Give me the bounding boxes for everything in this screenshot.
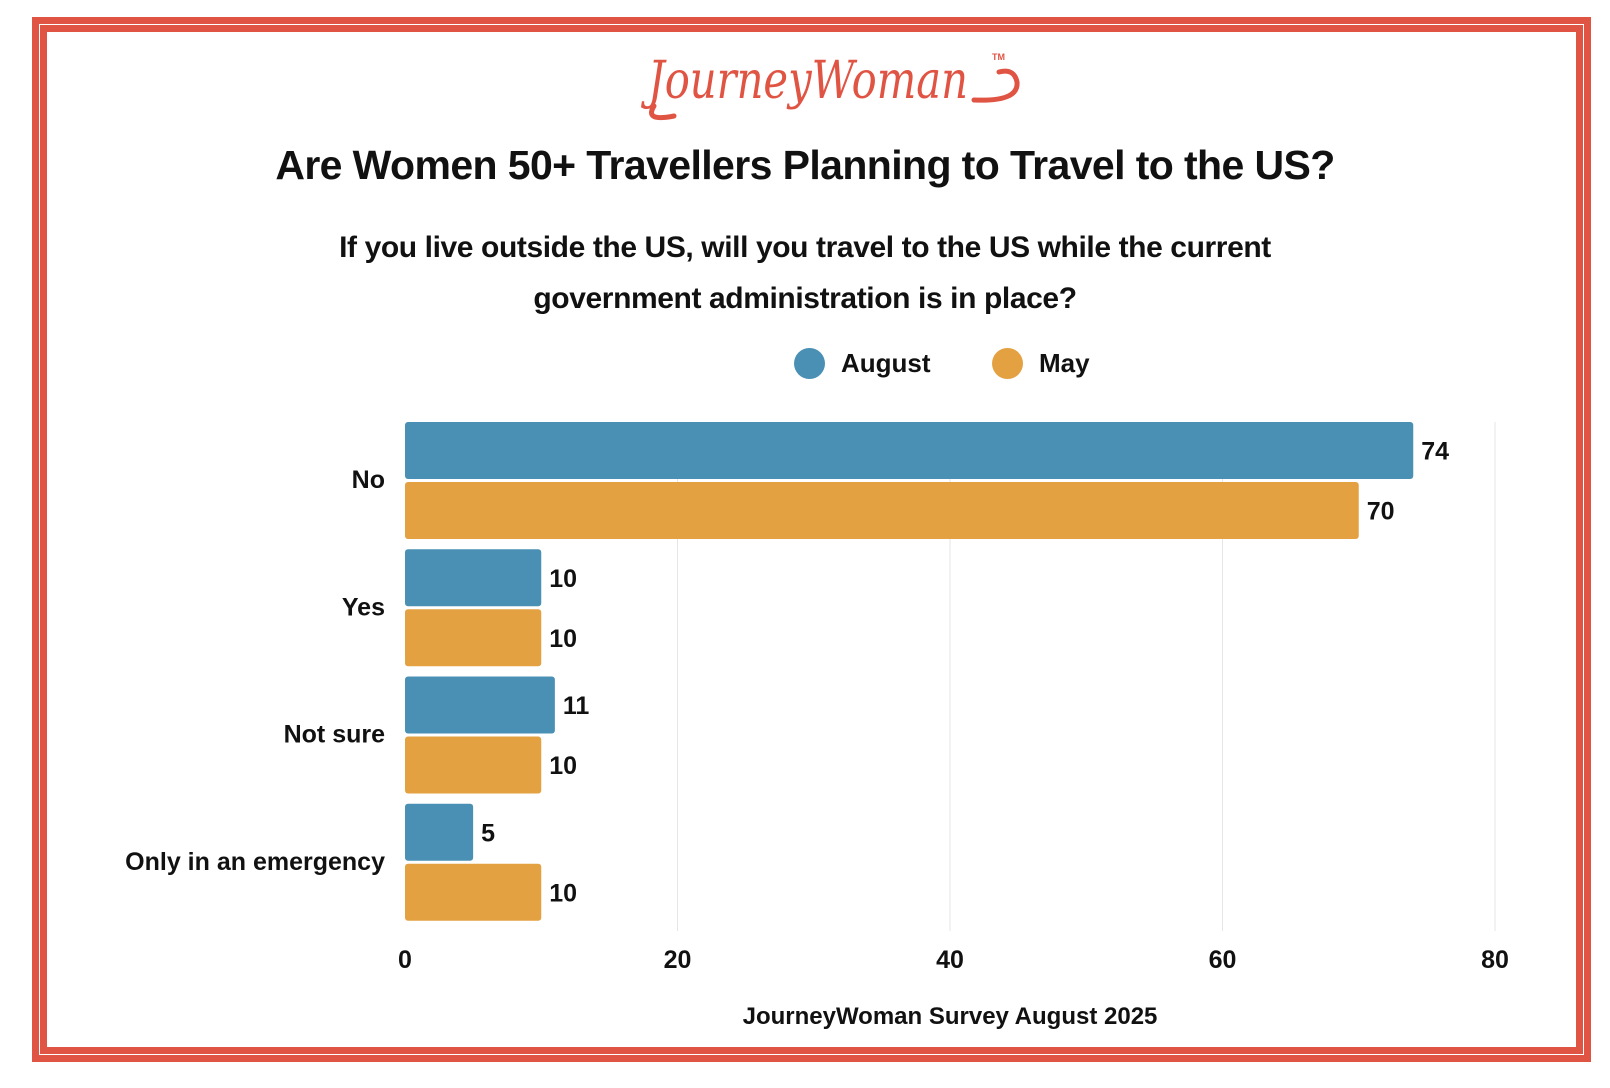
- legend: August May: [0, 348, 1610, 382]
- journeywoman-logo: JourneyWoman TM: [641, 51, 1020, 121]
- legend-dot-may: [992, 348, 1023, 379]
- legend-item-may[interactable]: May: [992, 348, 1090, 379]
- subtitle-line-2: government administration is in place?: [533, 282, 1077, 315]
- legend-item-august[interactable]: August: [794, 348, 931, 379]
- legend-label-may: May: [1039, 348, 1090, 378]
- inner-border: [40, 25, 1583, 1054]
- subtitle-line-1: If you live outside the US, will you tra…: [339, 231, 1271, 264]
- outer-border: [32, 17, 1591, 1062]
- legend-dot-august: [794, 348, 825, 379]
- logo-text: JourneyWoman: [641, 51, 968, 111]
- chart-title: Are Women 50+ Travellers Planning to Tra…: [275, 142, 1335, 188]
- legend-label-august: August: [841, 348, 931, 378]
- logo-tm: TM: [992, 52, 1005, 62]
- chart-subtitle: If you live outside the US, will you tra…: [60, 222, 1550, 324]
